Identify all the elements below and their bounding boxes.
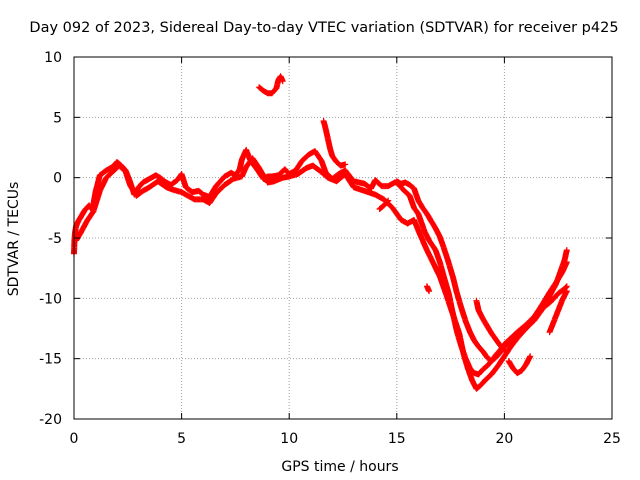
x-tick-label: 15 xyxy=(388,431,406,447)
plot-frame xyxy=(73,56,613,420)
data-track xyxy=(320,118,349,169)
data-point-markers xyxy=(256,73,286,97)
y-tick-label: 10 xyxy=(44,50,62,66)
y-tick-label: -15 xyxy=(39,352,62,368)
x-tick-labels: 0 5 10 15 20 25 xyxy=(70,431,621,447)
data-track xyxy=(505,353,534,377)
x-axis-label: GPS time / hours xyxy=(281,459,398,475)
y-tick-label: 0 xyxy=(53,171,62,187)
data-track xyxy=(473,297,508,354)
data-track xyxy=(546,288,570,336)
y-tick-labels: 10 5 0 -5 -10 -15 -20 xyxy=(39,50,62,428)
data-points xyxy=(71,73,570,392)
data-point-markers xyxy=(473,297,508,354)
data-point-markers xyxy=(505,353,534,377)
y-tick-label: -10 xyxy=(39,291,62,307)
data-track xyxy=(376,197,392,212)
x-tick-label: 0 xyxy=(70,431,79,447)
x-tick-label: 10 xyxy=(280,431,298,447)
x-tick-label: 5 xyxy=(177,431,186,447)
data-point-markers xyxy=(423,283,433,295)
y-tick-label: -20 xyxy=(39,412,62,428)
data-point-markers xyxy=(393,178,570,365)
x-tick-label: 20 xyxy=(495,431,513,447)
axis-ticks xyxy=(73,56,613,420)
data-track xyxy=(256,73,286,97)
data-point-markers xyxy=(320,118,349,169)
data-point-markers xyxy=(376,197,392,212)
data-track xyxy=(423,283,433,295)
data-point-markers xyxy=(546,288,570,336)
y-tick-label: 5 xyxy=(53,110,62,126)
grid xyxy=(74,57,612,419)
chart-title: Day 092 of 2023, Sidereal Day-to-day VTE… xyxy=(29,20,618,36)
y-tick-label: -5 xyxy=(48,231,62,247)
data-track xyxy=(393,178,570,365)
x-tick-label: 25 xyxy=(603,431,621,447)
y-axis-label: SDTVAR / TECUs xyxy=(6,182,22,297)
